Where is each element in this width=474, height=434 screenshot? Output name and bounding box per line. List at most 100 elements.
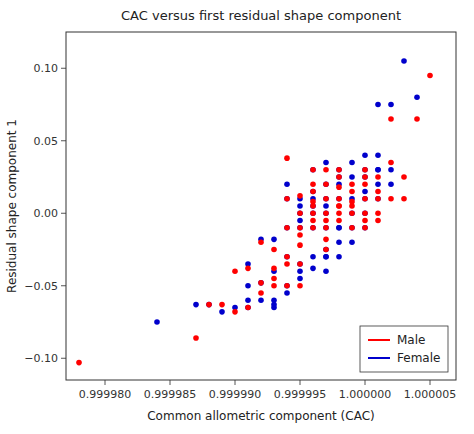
point	[323, 247, 329, 253]
point	[297, 242, 303, 248]
point	[375, 218, 381, 224]
point	[271, 276, 277, 282]
point	[349, 199, 355, 205]
point	[349, 210, 355, 216]
point	[271, 297, 277, 303]
point	[310, 181, 316, 187]
point	[401, 196, 407, 202]
point	[297, 210, 303, 216]
x-axis-label: Common allometric component (CAC)	[147, 409, 375, 423]
point	[336, 196, 342, 202]
y-tick-label: 0.00	[34, 207, 59, 220]
point	[349, 239, 355, 245]
point	[284, 196, 290, 202]
point	[323, 247, 329, 253]
point	[414, 94, 420, 100]
point	[297, 283, 303, 289]
point	[362, 167, 368, 173]
point	[245, 305, 251, 311]
chart: 0.9999800.9999850.9999900.9999951.000000…	[0, 0, 474, 434]
y-tick-label: 0.05	[34, 135, 59, 148]
point	[284, 225, 290, 231]
point	[323, 181, 329, 187]
y-tick-label: −0.10	[24, 352, 58, 365]
point	[258, 280, 264, 286]
point	[349, 225, 355, 231]
point	[349, 210, 355, 216]
point	[271, 247, 277, 253]
x-tick-label: 0.999990	[209, 388, 262, 401]
point	[154, 319, 160, 325]
point	[297, 276, 303, 282]
point	[375, 167, 381, 173]
point	[336, 239, 342, 245]
point	[219, 309, 225, 315]
point	[193, 302, 199, 308]
points	[76, 58, 433, 365]
point	[284, 290, 290, 296]
point	[323, 210, 329, 216]
point	[323, 167, 329, 173]
point	[323, 268, 329, 274]
title: CAC versus first residual shape componen…	[121, 8, 401, 23]
point	[297, 203, 303, 209]
point	[310, 225, 316, 231]
point	[336, 225, 342, 231]
y-axis-label: Residual shape component 1	[5, 119, 19, 293]
point	[362, 210, 368, 216]
point	[310, 189, 316, 195]
point	[362, 218, 368, 224]
point	[336, 203, 342, 209]
point	[310, 210, 316, 216]
point	[323, 254, 329, 260]
point	[388, 167, 394, 173]
y-tick	[61, 140, 66, 141]
point	[284, 181, 290, 187]
point	[362, 196, 368, 202]
point	[362, 225, 368, 231]
x-tick	[300, 380, 301, 385]
point	[284, 283, 290, 289]
point	[362, 174, 368, 180]
point	[297, 261, 303, 267]
point	[258, 297, 264, 303]
point	[336, 184, 342, 190]
point	[193, 335, 199, 341]
point	[349, 174, 355, 180]
point	[323, 225, 329, 231]
point	[323, 225, 329, 231]
point	[362, 167, 368, 173]
y-axis: −0.10−0.050.000.050.10	[24, 62, 66, 365]
point	[323, 237, 329, 243]
point	[336, 167, 342, 173]
point	[349, 160, 355, 166]
point	[414, 116, 420, 122]
point	[284, 261, 290, 267]
point	[284, 155, 290, 161]
point	[323, 218, 329, 224]
point	[336, 203, 342, 209]
y-tick-label: −0.05	[24, 280, 58, 293]
point	[323, 196, 329, 202]
point	[336, 254, 342, 260]
point	[271, 237, 277, 243]
point	[310, 199, 316, 205]
point	[76, 360, 82, 366]
point	[310, 167, 316, 173]
point	[258, 280, 264, 286]
point	[323, 196, 329, 202]
point	[375, 174, 381, 180]
point	[401, 174, 407, 180]
x-tick	[365, 380, 366, 385]
y-tick	[61, 68, 66, 69]
point	[349, 189, 355, 195]
x-tick-label: 0.999980	[79, 388, 132, 401]
point	[336, 196, 342, 202]
point	[362, 152, 368, 158]
y-tick	[61, 285, 66, 286]
x-tick-label: 0.999985	[144, 388, 197, 401]
point	[271, 266, 277, 272]
x-tick	[235, 380, 236, 385]
point	[362, 181, 368, 187]
point	[245, 305, 251, 311]
